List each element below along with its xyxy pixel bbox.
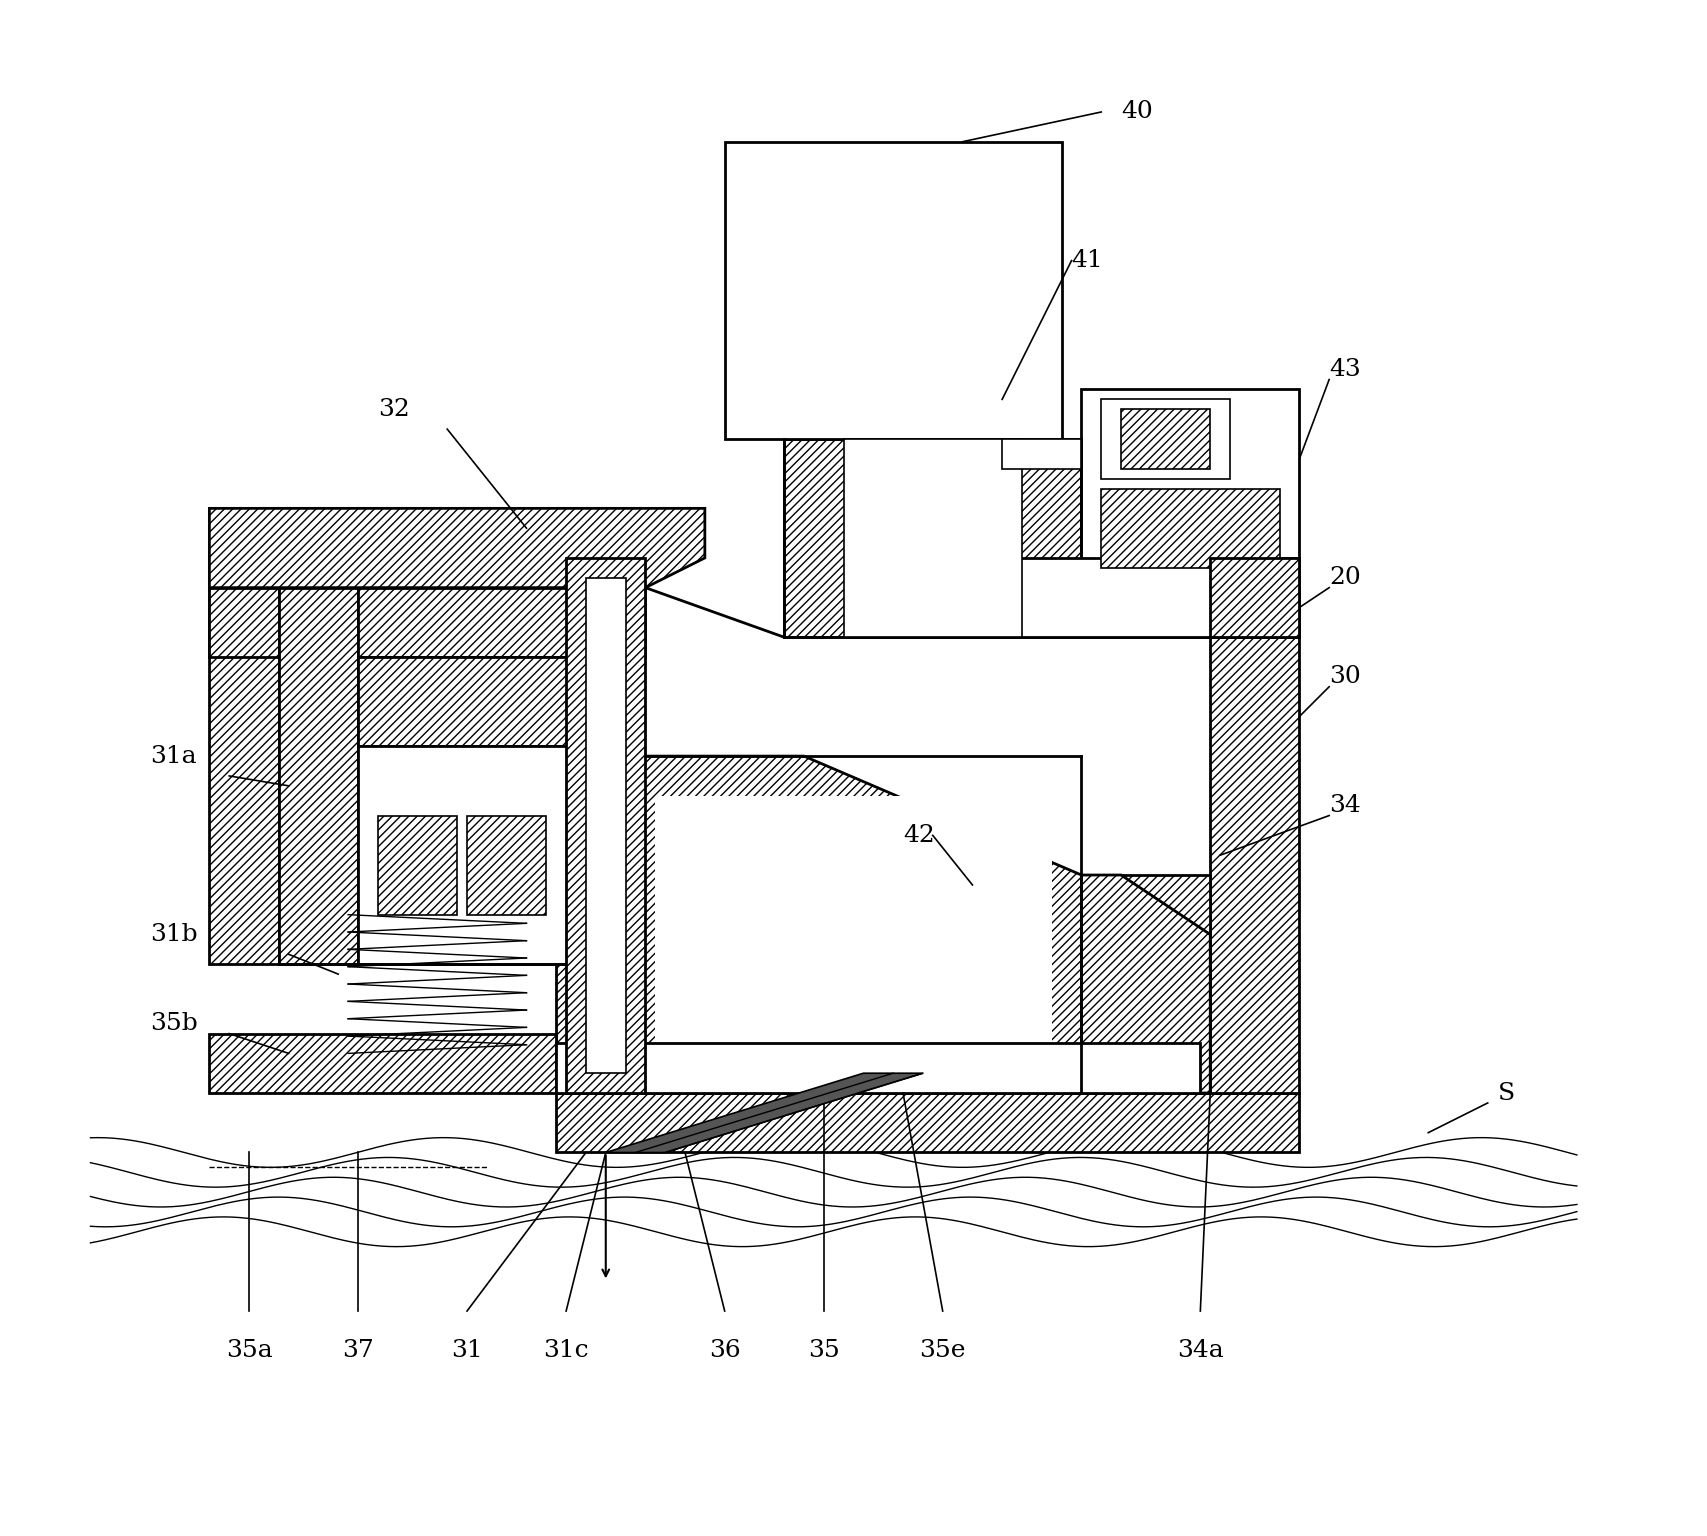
Polygon shape	[1082, 876, 1210, 1094]
Text: 37: 37	[341, 1339, 374, 1362]
Bar	[1101, 488, 1280, 568]
Bar	[1210, 558, 1299, 637]
Text: 35a: 35a	[225, 1339, 273, 1362]
Text: 36: 36	[708, 1339, 741, 1362]
Bar	[1082, 390, 1299, 588]
Text: S: S	[1497, 1081, 1514, 1104]
Bar	[1082, 876, 1210, 1094]
Text: 31a: 31a	[150, 745, 196, 768]
Bar	[556, 1043, 1200, 1094]
Text: 31c: 31c	[543, 1339, 589, 1362]
Bar	[1002, 558, 1299, 637]
Bar	[567, 558, 645, 1094]
Bar	[655, 796, 1052, 1054]
Bar	[556, 1094, 1299, 1152]
Text: 32: 32	[377, 398, 410, 421]
Text: 42: 42	[903, 823, 935, 846]
Text: 30: 30	[1330, 665, 1360, 688]
Bar	[358, 746, 575, 965]
Polygon shape	[616, 756, 1082, 1094]
Bar	[1101, 399, 1231, 479]
Text: 31: 31	[451, 1339, 483, 1362]
Bar	[1210, 637, 1299, 1094]
Text: 43: 43	[1330, 358, 1360, 381]
Bar	[843, 439, 1022, 637]
Bar	[358, 657, 575, 746]
Bar	[1121, 409, 1210, 468]
Bar	[1210, 558, 1299, 637]
Bar	[784, 439, 1082, 637]
Text: 31b: 31b	[150, 923, 198, 946]
Bar	[210, 1034, 556, 1094]
Bar	[1002, 439, 1082, 468]
Polygon shape	[606, 1074, 923, 1152]
Text: 41: 41	[1072, 249, 1103, 272]
Bar	[278, 657, 625, 965]
Text: 20: 20	[1330, 567, 1360, 590]
Bar	[210, 588, 278, 965]
Bar	[725, 141, 1062, 439]
Bar	[377, 816, 457, 914]
Polygon shape	[210, 508, 705, 588]
Text: 34a: 34a	[1176, 1339, 1224, 1362]
Bar	[616, 637, 1210, 1094]
Text: 35b: 35b	[150, 1012, 198, 1035]
Bar	[278, 588, 358, 965]
Bar	[210, 588, 645, 657]
Text: 40: 40	[1121, 100, 1152, 123]
Bar	[586, 578, 625, 1074]
Text: 34: 34	[1330, 794, 1360, 817]
Bar	[1002, 558, 1299, 637]
Text: 35e: 35e	[920, 1339, 966, 1362]
Bar	[556, 637, 616, 1094]
Bar	[468, 816, 546, 914]
Text: 35: 35	[807, 1339, 840, 1362]
